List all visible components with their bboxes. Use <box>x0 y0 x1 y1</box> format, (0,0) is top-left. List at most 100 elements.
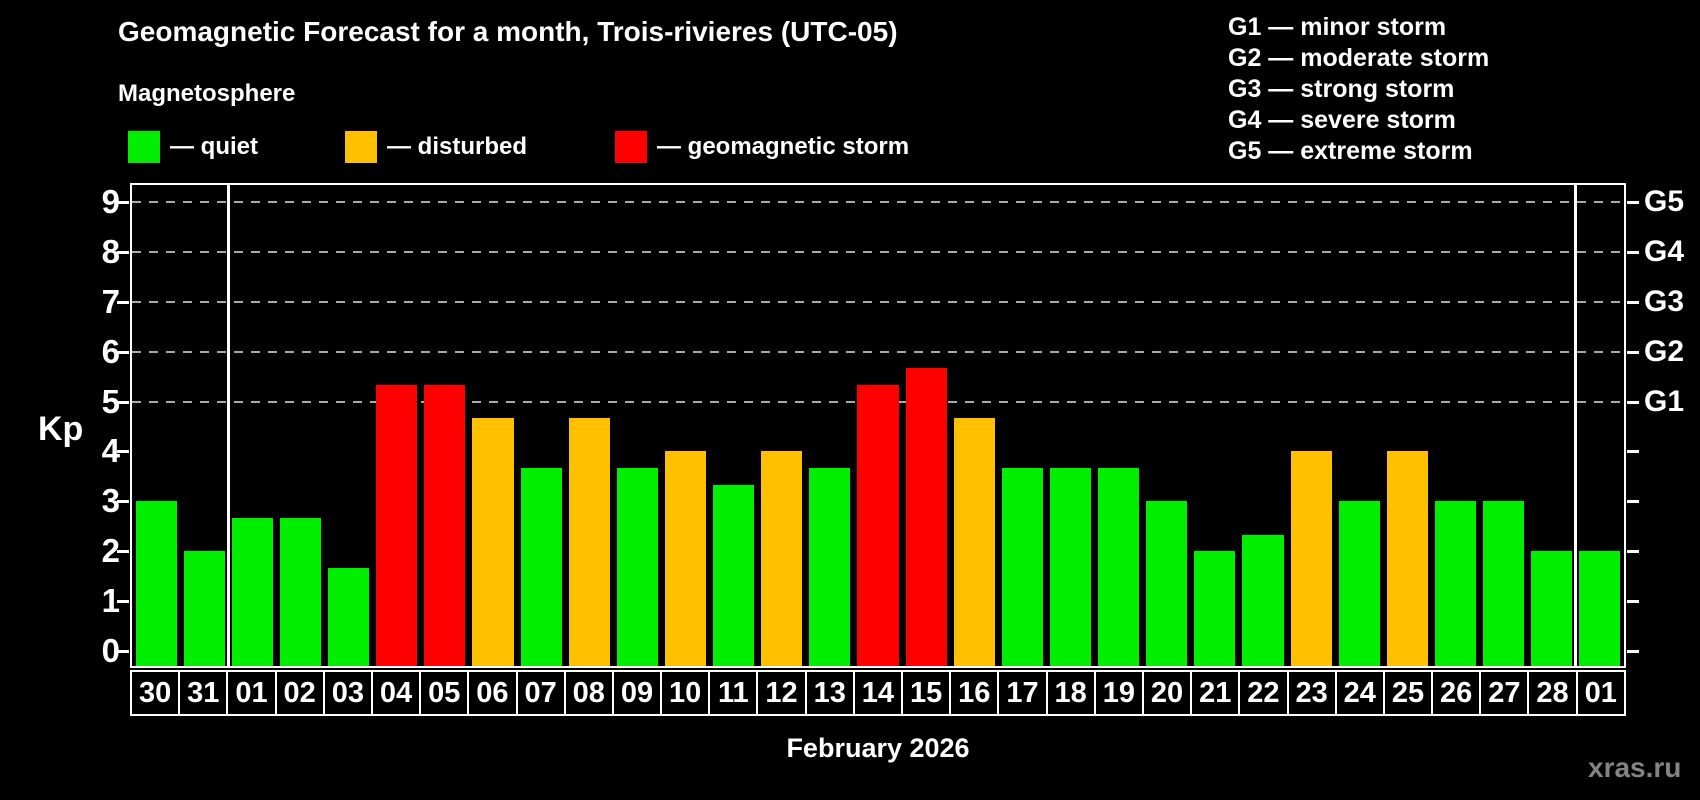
kp-bar-day-07 <box>520 467 562 666</box>
y-axis-tick-left-9 <box>117 200 129 204</box>
y-axis-tick-right-6 <box>1627 350 1639 354</box>
kp-bar-day-26 <box>1434 501 1477 666</box>
y-axis-tick-left-2 <box>117 550 129 554</box>
y-tick-label-0: 0 <box>101 632 120 669</box>
day-label-4: 03 <box>322 670 373 716</box>
y-axis-tick-right-8 <box>1627 250 1639 254</box>
g-legend-line-2: G2 — moderate storm <box>1228 44 1490 72</box>
y-tick-label-4: 4 <box>101 432 120 470</box>
g-legend-line-5: G5 — extreme storm <box>1228 137 1473 165</box>
day-label-6: 05 <box>419 670 470 716</box>
legend-swatch-quiet-icon <box>128 131 160 163</box>
day-label-0: 30 <box>130 670 181 716</box>
day-label-17: 16 <box>949 670 1000 716</box>
g-legend-line-3: G3 — strong storm <box>1228 75 1455 103</box>
y-axis-tick-left-5 <box>117 400 129 404</box>
day-label-7: 06 <box>467 670 518 716</box>
y-axis-tick-right-9 <box>1627 200 1639 204</box>
y-axis-tick-left-6 <box>117 350 129 354</box>
x-axis-day-labels: 30 31 01 02 03 04 05 06 07 08 09 10 11 12 13 14 15 16 17 18… <box>130 670 1626 716</box>
kp-bar-day-09 <box>616 467 658 666</box>
y-tick-label-7: 7 <box>101 282 120 320</box>
x-axis-title: February 2026 <box>786 733 970 763</box>
gridline-kp-6 <box>132 350 1624 353</box>
gridline-kp-7 <box>132 300 1624 303</box>
kp-bar-day-27 <box>1483 501 1525 666</box>
day-label-23: 22 <box>1238 670 1289 716</box>
day-label-8: 07 <box>515 670 566 716</box>
y-axis-tick-left-3 <box>117 500 129 504</box>
day-label-24: 23 <box>1286 670 1337 716</box>
kp-bar-day-13 <box>809 467 851 666</box>
kp-bar-day-23 <box>1290 451 1332 666</box>
kp-bar-day-28 <box>1531 551 1573 666</box>
kp-bar-day-18 <box>1049 467 1092 666</box>
y-axis-tick-right-2 <box>1627 550 1639 554</box>
kp-bar-day-05 <box>424 385 466 666</box>
kp-bar-day-06 <box>472 417 514 666</box>
day-label-1: 31 <box>178 670 229 716</box>
g-legend-line-1: G1 — minor storm <box>1228 13 1447 41</box>
day-label-2: 01 <box>226 670 277 716</box>
kp-bar-day-01 <box>1579 551 1621 666</box>
day-label-14: 13 <box>804 670 855 716</box>
magnetosphere-subtitle: Magnetosphere <box>118 80 296 107</box>
legend-label-storm: — geomagnetic storm <box>657 133 910 160</box>
day-label-22: 21 <box>1190 670 1241 716</box>
month-separator <box>1574 185 1578 666</box>
g-legend-line-4: G4 — severe storm <box>1228 106 1456 134</box>
y-axis-tick-left-7 <box>117 300 129 304</box>
g-level-label-G3: G3 <box>1644 284 1685 318</box>
y-axis-tick-right-1 <box>1627 600 1639 604</box>
g-level-label-G5: G5 <box>1644 184 1685 218</box>
kp-bar-day-15 <box>905 368 947 666</box>
y-axis-tick-left-0 <box>117 650 129 653</box>
kp-bar-day-20 <box>1146 501 1188 666</box>
y-axis-tick-right-0 <box>1627 650 1639 653</box>
kp-bar-day-16 <box>953 417 995 666</box>
kp-bar-day-12 <box>761 451 803 666</box>
kp-bar-day-31 <box>183 551 225 666</box>
day-label-25: 24 <box>1334 670 1385 716</box>
kp-bar-day-19 <box>1098 467 1140 666</box>
legend-swatch-disturbed-icon <box>345 131 377 163</box>
day-label-15: 14 <box>852 670 903 716</box>
day-label-10: 09 <box>611 670 663 716</box>
y-axis-tick-left-1 <box>117 600 129 604</box>
g-level-label-G2: G2 <box>1644 334 1685 368</box>
y-axis-tick-right-7 <box>1627 300 1639 304</box>
kp-bar-day-22 <box>1242 534 1284 666</box>
day-label-16: 15 <box>901 670 952 716</box>
day-label-13: 12 <box>756 670 807 716</box>
day-label-27: 26 <box>1431 670 1482 716</box>
y-axis-tick-right-4 <box>1627 450 1639 454</box>
plot-area <box>117 183 1639 668</box>
y-axis-title: Kp <box>38 410 84 448</box>
y-tick-label-6: 6 <box>101 332 120 370</box>
kp-bar-day-02 <box>279 517 321 666</box>
kp-bar-day-17 <box>1001 467 1043 666</box>
y-tick-label-1: 1 <box>101 582 120 620</box>
g-scale-legend: G1 — minor storm G2 — moderate storm G3 — … <box>1228 12 1489 167</box>
gridline-kp-8 <box>132 250 1624 253</box>
day-label-30: 01 <box>1575 670 1626 716</box>
y-axis-tick-right-5 <box>1627 400 1639 404</box>
kp-bar-day-01 <box>231 517 273 666</box>
day-label-11: 10 <box>660 670 711 716</box>
gridline-kp-9 <box>132 200 1624 203</box>
kp-bar-day-14 <box>857 385 899 666</box>
g-level-label-G4: G4 <box>1644 234 1685 268</box>
kp-bar-day-04 <box>376 385 418 666</box>
day-label-9: 08 <box>563 670 614 716</box>
kp-bar-day-24 <box>1338 501 1380 666</box>
watermark: xras.ru <box>1588 752 1682 783</box>
kp-bar-day-03 <box>328 567 370 666</box>
legend-swatch-storm-icon <box>615 131 647 163</box>
y-axis-tick-left-8 <box>117 250 129 254</box>
day-label-3: 02 <box>274 670 325 716</box>
day-label-12: 11 <box>708 670 759 716</box>
kp-bar-day-30 <box>135 501 177 666</box>
kp-bar-day-21 <box>1194 551 1236 666</box>
kp-bar-day-25 <box>1386 451 1428 666</box>
